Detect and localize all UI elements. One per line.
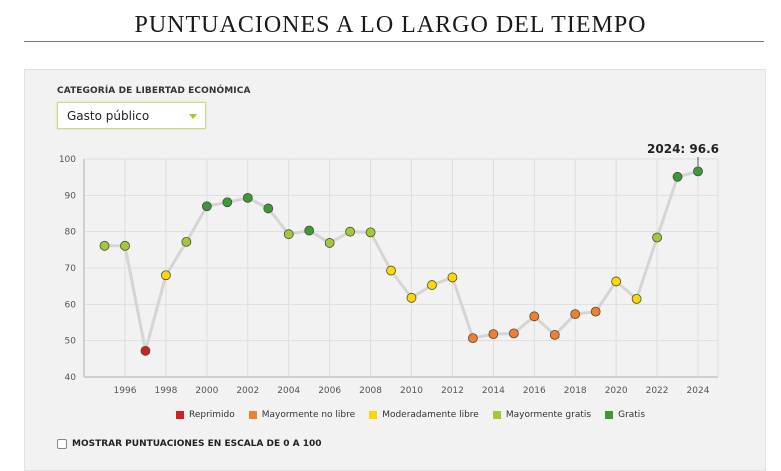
legend-label: Mayormente no libre bbox=[261, 410, 356, 420]
category-dropdown[interactable]: Gasto público bbox=[57, 102, 206, 129]
data-point-2016 bbox=[529, 311, 540, 322]
legend-label: Gratis bbox=[618, 410, 646, 420]
x-tick-label: 2004 bbox=[277, 386, 300, 396]
legend-item: Reprimido bbox=[175, 410, 235, 420]
scale-toggle-label: MOSTRAR PUNTUACIONES EN ESCALA DE 0 A 10… bbox=[72, 439, 322, 449]
data-point-1998 bbox=[161, 270, 171, 281]
data-point-2015 bbox=[508, 328, 519, 339]
data-point-2003 bbox=[263, 203, 274, 214]
data-point-2006 bbox=[324, 238, 335, 248]
data-point-2018 bbox=[570, 309, 581, 320]
x-tick-label: 2012 bbox=[441, 386, 464, 396]
page-title: PUNTUACIONES A LO LARGO DEL TIEMPO bbox=[134, 12, 647, 38]
y-tick-label: 60 bbox=[65, 300, 77, 310]
data-point-1995 bbox=[99, 240, 110, 251]
y-tick-label: 70 bbox=[65, 264, 77, 274]
data-point-2017 bbox=[549, 329, 560, 340]
legend-item: Mayormente no libre bbox=[248, 410, 356, 420]
data-point-2007 bbox=[345, 226, 356, 237]
legend-swatch bbox=[605, 411, 614, 419]
x-tick-label: 2018 bbox=[564, 386, 587, 396]
x-tick-label: 2010 bbox=[400, 386, 423, 396]
data-point-2010 bbox=[406, 292, 417, 303]
chart-series bbox=[104, 169, 699, 353]
chart-legend: Reprimido Mayormente no libre Moderadament… bbox=[0, 410, 781, 420]
x-tick-label: 2002 bbox=[236, 386, 259, 396]
legend-swatch bbox=[369, 411, 378, 419]
category-label: CATEGORÍA DE LIBERTAD ECONÓMICA bbox=[57, 86, 251, 96]
category-dropdown-value: Gasto público bbox=[67, 109, 150, 123]
x-tick-label: 1996 bbox=[114, 386, 137, 396]
score-line-chart: 40 50 60 70 80 90 100 1996 1998 2000 2002 2004 2006 2… bbox=[59, 142, 719, 396]
data-point-2002 bbox=[242, 192, 253, 203]
y-tick-label: 40 bbox=[65, 373, 77, 383]
x-tick-label: 2024 bbox=[687, 386, 710, 396]
chart-points bbox=[99, 166, 703, 356]
annotation-label: 2024: 96.6 bbox=[647, 142, 719, 156]
x-tick-label: 1998 bbox=[154, 386, 177, 396]
x-tick-label: 2016 bbox=[523, 386, 546, 396]
data-point-2013 bbox=[467, 333, 478, 344]
data-point-2020 bbox=[611, 276, 622, 287]
x-tick-label: 2022 bbox=[646, 386, 669, 396]
data-point-1996 bbox=[120, 240, 130, 251]
y-tick-label: 100 bbox=[59, 155, 76, 165]
data-point-2004 bbox=[283, 229, 294, 240]
legend-item: Gratis bbox=[605, 410, 645, 420]
legend-label: Moderadamente libre bbox=[382, 410, 479, 420]
x-tick-label: 2000 bbox=[195, 386, 218, 396]
data-point-2022 bbox=[652, 232, 662, 243]
legend-swatch bbox=[248, 411, 257, 419]
data-point-2011 bbox=[427, 280, 437, 290]
legend-item: Moderadamente libre bbox=[369, 410, 479, 420]
legend-swatch bbox=[175, 411, 184, 419]
legend-swatch bbox=[492, 411, 501, 419]
data-point-2008 bbox=[365, 227, 376, 238]
x-tick-label: 2008 bbox=[359, 386, 382, 396]
scale-toggle[interactable]: MOSTRAR PUNTUACIONES EN ESCALA DE 0 A 10… bbox=[57, 439, 322, 449]
legend-label: Mayormente gratis bbox=[505, 410, 592, 420]
data-point-2019 bbox=[590, 306, 601, 317]
data-point-2021 bbox=[631, 293, 642, 304]
data-point-2009 bbox=[386, 265, 396, 276]
y-tick-label: 50 bbox=[65, 337, 77, 347]
x-tick-label: 2006 bbox=[318, 386, 341, 396]
x-tick-label: 2020 bbox=[605, 386, 628, 396]
title-divider bbox=[24, 41, 764, 42]
data-point-1997 bbox=[140, 345, 151, 356]
series-line bbox=[104, 169, 699, 353]
legend-item: Mayormente gratis bbox=[492, 410, 592, 420]
x-tick-label: 2014 bbox=[482, 386, 505, 396]
data-point-2000 bbox=[201, 201, 212, 212]
chart-annotation: 2024: 96.6 bbox=[647, 142, 719, 167]
data-point-2024 bbox=[693, 166, 703, 177]
data-point-2012 bbox=[447, 272, 458, 283]
data-point-1999 bbox=[181, 236, 192, 247]
legend-label: Reprimido bbox=[188, 410, 235, 420]
y-tick-label: 80 bbox=[65, 228, 77, 238]
chevron-down-icon bbox=[189, 114, 197, 119]
data-point-2023 bbox=[672, 171, 683, 182]
data-point-2014 bbox=[488, 329, 499, 340]
scale-checkbox[interactable] bbox=[57, 439, 67, 449]
y-tick-label: 90 bbox=[65, 191, 77, 201]
chart-axes: 40 50 60 70 80 90 100 1996 1998 2000 2002 2004 2006 2… bbox=[59, 155, 719, 396]
data-point-2005 bbox=[304, 225, 315, 236]
data-point-2001 bbox=[222, 197, 233, 208]
chart-grid bbox=[84, 158, 718, 378]
